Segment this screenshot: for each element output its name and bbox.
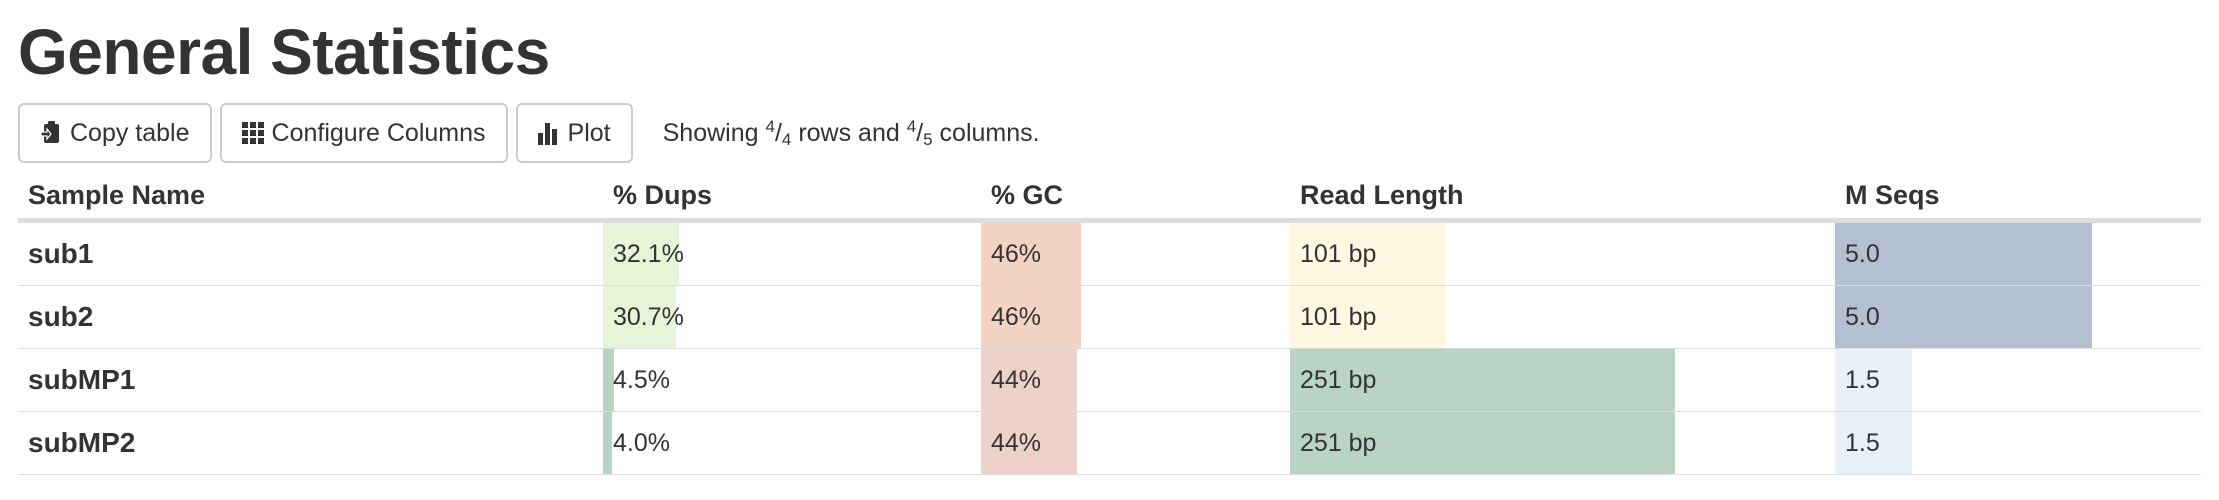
gc-cell: 46% [981, 220, 1290, 286]
readlen-bar [1290, 223, 1445, 285]
table-toolbar: Copy table Configure Columns Plo [18, 103, 1040, 163]
readlen-cell: 251 bp [1290, 348, 1835, 412]
mseqs-cell: 1.5 [1835, 348, 2201, 412]
readlen-cell: 101 bp [1290, 285, 1835, 349]
readlen-bar [1290, 349, 1675, 411]
header-m-seqs[interactable]: M Seqs [1835, 172, 2201, 223]
gc-value: 46% [991, 239, 1042, 268]
showing-prefix: Showing [662, 118, 766, 147]
mseqs-cell: 5.0 [1835, 285, 2201, 349]
sample-name-cell: subMP1 [18, 348, 603, 412]
dups-bar [603, 412, 613, 474]
general-stats-table: Sample Name % Dups % GC Read Length M Se… [18, 172, 2201, 475]
table-row: sub2 30.7% 46% 101 bp 5.0 [18, 285, 2201, 349]
dups-value: 30.7% [613, 302, 684, 331]
gc-bar [981, 349, 1077, 411]
clipboard-icon [40, 121, 59, 143]
gc-cell: 44% [981, 348, 1290, 412]
gc-cell: 44% [981, 411, 1290, 475]
dups-value: 4.5% [613, 365, 670, 394]
dups-cell: 30.7% [603, 285, 981, 349]
dups-value: 32.1% [613, 239, 684, 268]
copy-table-label: Copy table [70, 118, 190, 147]
header-read-length[interactable]: Read Length [1290, 172, 1835, 223]
readlen-value: 251 bp [1300, 365, 1377, 394]
gc-bar [981, 286, 1082, 348]
plot-button[interactable]: Plot [515, 103, 633, 163]
showing-count-text: Showing 4/4 rows and 4/5 columns. [662, 116, 1040, 149]
dups-bar [603, 223, 679, 285]
plot-label: Plot [567, 118, 611, 147]
gc-value: 46% [991, 302, 1042, 331]
page-title: General Statistics [18, 16, 550, 88]
gc-value: 44% [991, 428, 1042, 457]
sample-name-cell: sub2 [18, 285, 603, 349]
table-header-row: Sample Name % Dups % GC Read Length M Se… [18, 172, 2201, 223]
mseqs-value: 1.5 [1845, 428, 1880, 457]
dups-value: 4.0% [613, 428, 670, 457]
table-row: sub1 32.1% 46% 101 bp 5.0 [18, 220, 2201, 286]
configure-columns-button[interactable]: Configure Columns [219, 103, 508, 163]
header-gc[interactable]: % GC [981, 172, 1290, 223]
mseqs-cell: 5.0 [1835, 220, 2201, 286]
cols-shown: 4 [906, 116, 917, 136]
mseqs-bar [1835, 412, 1913, 474]
dups-bar [603, 349, 614, 411]
dups-bar [603, 286, 676, 348]
gc-cell: 46% [981, 285, 1290, 349]
configure-columns-label: Configure Columns [271, 118, 486, 147]
table-row: subMP1 4.5% 44% 251 bp 1.5 [18, 348, 2201, 412]
dups-cell: 4.5% [603, 348, 981, 412]
sample-name-cell: sub1 [18, 220, 603, 286]
cols-total: 5 [923, 129, 933, 149]
readlen-cell: 101 bp [1290, 220, 1835, 286]
readlen-value: 251 bp [1300, 428, 1377, 457]
gc-value: 44% [991, 365, 1042, 394]
mseqs-value: 5.0 [1845, 239, 1880, 268]
gc-bar [981, 223, 1082, 285]
header-sample-name[interactable]: Sample Name [18, 172, 603, 223]
bar-chart-icon [537, 123, 557, 145]
gc-bar [981, 412, 1077, 474]
copy-table-button[interactable]: Copy table [18, 103, 212, 163]
dups-cell: 4.0% [603, 411, 981, 475]
grid-icon [241, 122, 264, 144]
mseqs-value: 1.5 [1845, 365, 1880, 394]
showing-suffix: columns. [932, 118, 1040, 147]
rows-total: 4 [781, 129, 792, 149]
mseqs-bar [1835, 223, 2092, 285]
readlen-bar [1290, 412, 1675, 474]
mseqs-bar [1835, 286, 2092, 348]
mseqs-cell: 1.5 [1835, 411, 2201, 475]
readlen-bar [1290, 286, 1445, 348]
readlen-cell: 251 bp [1290, 411, 1835, 475]
rows-shown: 4 [765, 116, 775, 136]
showing-middle: rows and [791, 118, 907, 147]
mseqs-value: 5.0 [1845, 302, 1880, 331]
table-row: subMP2 4.0% 44% 251 bp 1.5 [18, 411, 2201, 475]
readlen-value: 101 bp [1300, 302, 1377, 331]
sample-name-cell: subMP2 [18, 411, 603, 475]
readlen-value: 101 bp [1300, 239, 1377, 268]
dups-cell: 32.1% [603, 220, 981, 286]
header-dups[interactable]: % Dups [603, 172, 981, 223]
mseqs-bar [1835, 349, 1913, 411]
